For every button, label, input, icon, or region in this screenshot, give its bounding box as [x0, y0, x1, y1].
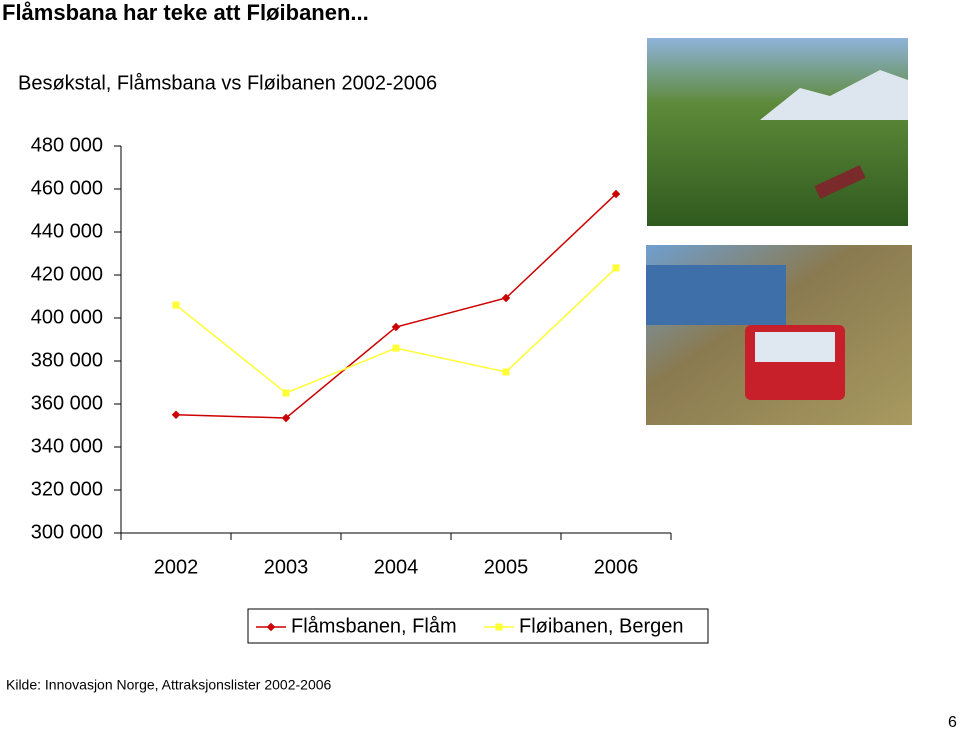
page-number: 6	[948, 714, 957, 731]
legend-marker	[266, 622, 276, 632]
legend-marker	[495, 623, 503, 631]
x-tick-label: 2002	[154, 556, 199, 578]
photo-flam	[647, 38, 908, 226]
series-line	[175, 193, 617, 419]
slide-title: Flåmsbana har teke att Fløibanen...	[2, 0, 369, 25]
legend-label: Flåmsbanen, Flåm	[291, 615, 457, 637]
y-tick-label: 320 000	[31, 478, 103, 500]
marker	[172, 301, 180, 309]
marker	[282, 389, 290, 397]
y-tick-label: 460 000	[31, 177, 103, 199]
source: Kilde: Innovasjon Norge, Attraksjonslist…	[6, 677, 332, 693]
marker	[281, 413, 291, 423]
marker	[501, 293, 511, 303]
x-tick-label: 2006	[594, 556, 639, 578]
chart-title: Besøkstal, Flåmsbana vs Fløibanen 2002-2…	[18, 72, 437, 94]
marker	[392, 344, 400, 352]
x-tick-label: 2005	[484, 556, 529, 578]
x-tick-label: 2004	[374, 556, 419, 578]
marker	[612, 264, 620, 272]
marker	[502, 368, 510, 376]
y-tick-label: 300 000	[31, 521, 103, 543]
y-tick-label: 340 000	[31, 435, 103, 457]
marker	[171, 410, 181, 419]
y-tick-label: 380 000	[31, 349, 103, 371]
legend-box	[247, 608, 709, 644]
legend-label: Fløibanen, Bergen	[519, 615, 684, 637]
y-tick-label: 420 000	[31, 263, 103, 285]
photo-floibanen	[646, 245, 912, 425]
y-tick-label: 360 000	[31, 392, 103, 414]
y-tick-label: 400 000	[31, 306, 103, 328]
x-tick-label: 2003	[264, 556, 309, 578]
marker	[391, 322, 401, 332]
y-tick-label: 480 000	[31, 134, 103, 156]
y-tick-label: 440 000	[31, 220, 103, 242]
